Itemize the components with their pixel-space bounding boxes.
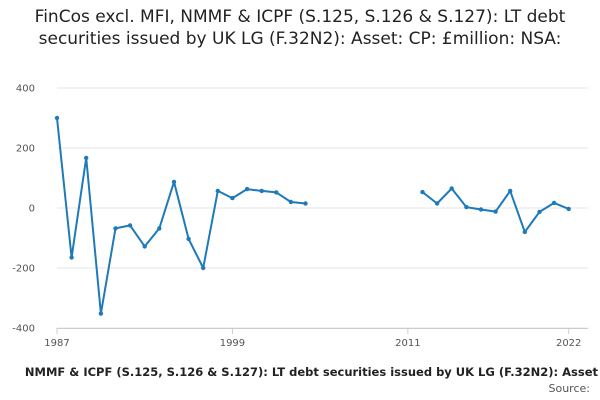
data-point[interactable] (171, 179, 177, 185)
x-tick-label: 2011 (395, 338, 420, 349)
y-tick-label: 400 (16, 84, 35, 95)
data-point[interactable] (434, 201, 440, 206)
data-point[interactable] (420, 189, 425, 195)
data-point[interactable] (113, 226, 118, 231)
source-label: Source: (548, 382, 591, 395)
x-tick-label: 2022 (556, 338, 581, 349)
data-point[interactable] (215, 188, 220, 194)
data-point[interactable] (493, 209, 498, 214)
data-point[interactable] (464, 204, 469, 210)
data-point[interactable] (84, 155, 89, 161)
x-tick-label: 1999 (220, 338, 245, 349)
grid-lines (57, 87, 588, 329)
data-point[interactable] (127, 223, 133, 228)
y-tick-label: -400 (12, 324, 35, 335)
data-point[interactable] (522, 229, 527, 235)
data-point[interactable] (230, 195, 235, 201)
data-point[interactable] (537, 209, 542, 215)
data-point[interactable] (69, 255, 74, 260)
data-point[interactable] (186, 236, 191, 242)
data-point[interactable] (274, 190, 279, 195)
data-point[interactable] (201, 265, 206, 271)
data-point[interactable] (54, 115, 60, 121)
data-point[interactable] (303, 201, 308, 206)
data-point[interactable] (259, 188, 264, 194)
data-point[interactable] (449, 186, 454, 191)
data-point[interactable] (157, 226, 162, 231)
data-point[interactable] (508, 188, 513, 194)
series-layer (54, 115, 571, 316)
y-tick-label: -200 (12, 264, 35, 275)
series-line (56, 117, 306, 315)
x-tick-label: 1987 (44, 338, 69, 349)
y-tick-label: 200 (16, 144, 35, 155)
x-axis: 1987 1999 2011 2022 (44, 328, 588, 349)
y-tick-label: 0 (29, 204, 35, 215)
data-point[interactable] (142, 244, 147, 249)
chart-title: FinCos excl. MFI, NMMF & ICPF (S.125, S.… (34, 7, 566, 49)
y-axis: 400 200 0 -200 -400 (12, 84, 35, 335)
data-point[interactable] (551, 200, 557, 206)
data-point[interactable] (288, 199, 294, 205)
data-point[interactable] (244, 186, 250, 192)
data-point[interactable] (98, 311, 104, 316)
legend-series-label: NMMF & ICPF (S.125, S.126 & S.127): LT d… (24, 365, 598, 379)
data-point[interactable] (478, 207, 484, 212)
data-point[interactable] (566, 206, 571, 212)
legend: NMMF & ICPF (S.125, S.126 & S.127): LT d… (0, 365, 600, 381)
